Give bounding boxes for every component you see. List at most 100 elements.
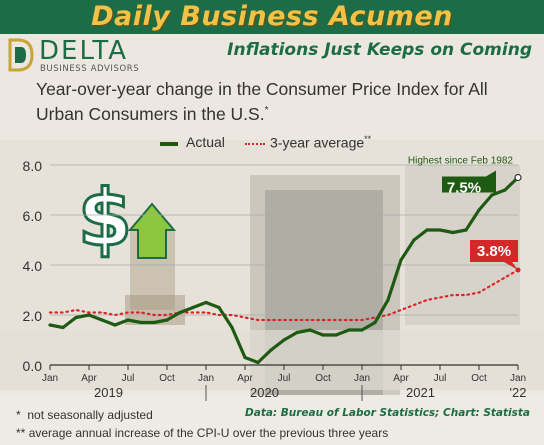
footnote-1-mark: *	[16, 408, 21, 422]
point-actual	[100, 318, 104, 322]
footnote-1-text: not seasonally adjusted	[27, 408, 153, 422]
point-3-year-average	[114, 314, 116, 316]
point-actual	[113, 323, 117, 327]
point-actual	[451, 230, 455, 235]
point-actual	[61, 325, 65, 330]
point-3-year-average	[88, 311, 90, 314]
legend-actual-swatch	[160, 142, 178, 146]
x-year-label: 2021	[406, 385, 435, 400]
annotation-actual-box	[442, 170, 496, 193]
svg-text:$: $	[78, 174, 132, 264]
logo-wordmark: DELTA	[39, 36, 129, 66]
point-3-year-average	[296, 319, 298, 321]
point-3-year-average	[465, 294, 467, 296]
point-3-year-average	[322, 319, 324, 321]
point-3-year-average	[218, 314, 220, 316]
banner-title: Daily Business Acumen	[91, 1, 453, 32]
dollar-arrow-icon: $	[76, 173, 177, 266]
chart-title-text: Year-over-year change in the Consumer Pr…	[36, 79, 488, 124]
y-tick-label: 8.0	[23, 158, 43, 174]
point-actual	[295, 330, 299, 335]
point-3-year-average	[231, 314, 233, 316]
point-actual	[503, 188, 507, 192]
x-tick-label: Jul	[122, 373, 135, 384]
point-3-year-average	[166, 314, 168, 316]
point-actual	[438, 228, 442, 232]
point-3-year-average	[426, 299, 428, 301]
footnote-2-text: average annual increase of the CPI-U ove…	[28, 426, 389, 440]
point-actual	[126, 318, 130, 322]
point-actual	[425, 228, 429, 232]
point-3-year-average	[478, 291, 480, 294]
point-3-year-average	[140, 311, 142, 314]
point-3-year-average	[452, 294, 454, 296]
annotation-highest-since: Highest since Feb 1982	[408, 156, 514, 167]
peak-marker	[514, 173, 522, 182]
point-3-year-average	[491, 284, 493, 286]
point-3-year-average	[192, 311, 194, 314]
point-3-year-average	[49, 311, 51, 314]
point-3-year-average	[127, 311, 129, 314]
chart-title: Year-over-year change in the Consumer Pr…	[36, 79, 516, 125]
point-3-year-average	[257, 319, 259, 321]
point-actual	[191, 305, 195, 310]
footnote-2: ** average annual increase of the CPI-U …	[16, 426, 388, 440]
point-actual	[152, 320, 156, 325]
delta-logo: DELTA BUSINESS ADVISORS	[6, 36, 156, 74]
point-actual	[373, 320, 377, 325]
point-3-year-average	[400, 309, 402, 311]
x-year-label: 2019	[94, 385, 123, 400]
x-tick-label: Oct	[159, 373, 175, 384]
point-actual	[308, 328, 312, 332]
point-3-year-average	[348, 319, 350, 321]
point-3-year-average	[101, 311, 103, 314]
point-actual	[490, 193, 494, 197]
x-tick-label: Apr	[237, 373, 253, 384]
annotation-average-box	[470, 240, 518, 270]
series-line-3-year-average	[48, 268, 520, 322]
x-tick-label: Apr	[81, 373, 97, 384]
top-banner: Daily Business Acumen	[0, 0, 544, 34]
point-3-year-average	[153, 314, 155, 316]
delta-logo-mark-icon	[8, 38, 34, 72]
point-actual	[217, 305, 221, 310]
chart-source: Data: Bureau of Labor Statistics; Chart:…	[245, 407, 530, 419]
x-tick-label: Jul	[278, 373, 291, 384]
point-actual	[87, 313, 91, 317]
point-3-year-average	[439, 296, 441, 299]
x-tick-label: Jul	[434, 373, 447, 384]
point-actual	[139, 320, 143, 325]
point-actual	[347, 328, 351, 332]
legend-actual-label: Actual	[186, 134, 225, 150]
x-tick-label: Jan	[198, 373, 214, 384]
point-actual	[243, 355, 247, 360]
point-actual	[282, 338, 286, 342]
y-tick-label: 4.0	[23, 258, 43, 274]
legend-average-name: 3-year average	[270, 134, 365, 151]
point-3-year-average	[335, 319, 337, 321]
point-actual	[256, 360, 260, 365]
point-actual	[230, 325, 234, 330]
point-actual	[178, 310, 182, 315]
x-year-label: 2020	[250, 385, 279, 400]
point-3-year-average	[62, 311, 64, 314]
point-3-year-average	[283, 319, 285, 321]
subheadline: Inflations Just Keeps on Coming	[227, 40, 532, 60]
y-tick-label: 6.0	[23, 208, 43, 224]
point-actual	[399, 258, 403, 262]
x-tick-label: Jan	[354, 373, 370, 384]
point-actual	[321, 333, 325, 337]
footnote-2-mark: **	[16, 426, 26, 440]
footnote-1: * not seasonally adjusted	[16, 408, 153, 422]
annotation-actual-label: 7.5%	[447, 180, 481, 197]
chart-title-mark: *	[264, 105, 269, 116]
point-actual	[48, 323, 52, 327]
point-3-year-average	[361, 319, 363, 321]
point-3-year-average	[374, 316, 376, 319]
point-actual	[360, 328, 364, 332]
point-actual	[412, 238, 416, 242]
legend-average-swatch	[245, 143, 265, 145]
logo-tagline: BUSINESS ADVISORS	[40, 64, 140, 74]
annotation-average-label: 3.8%	[477, 243, 511, 260]
point-3-year-average	[413, 304, 415, 306]
